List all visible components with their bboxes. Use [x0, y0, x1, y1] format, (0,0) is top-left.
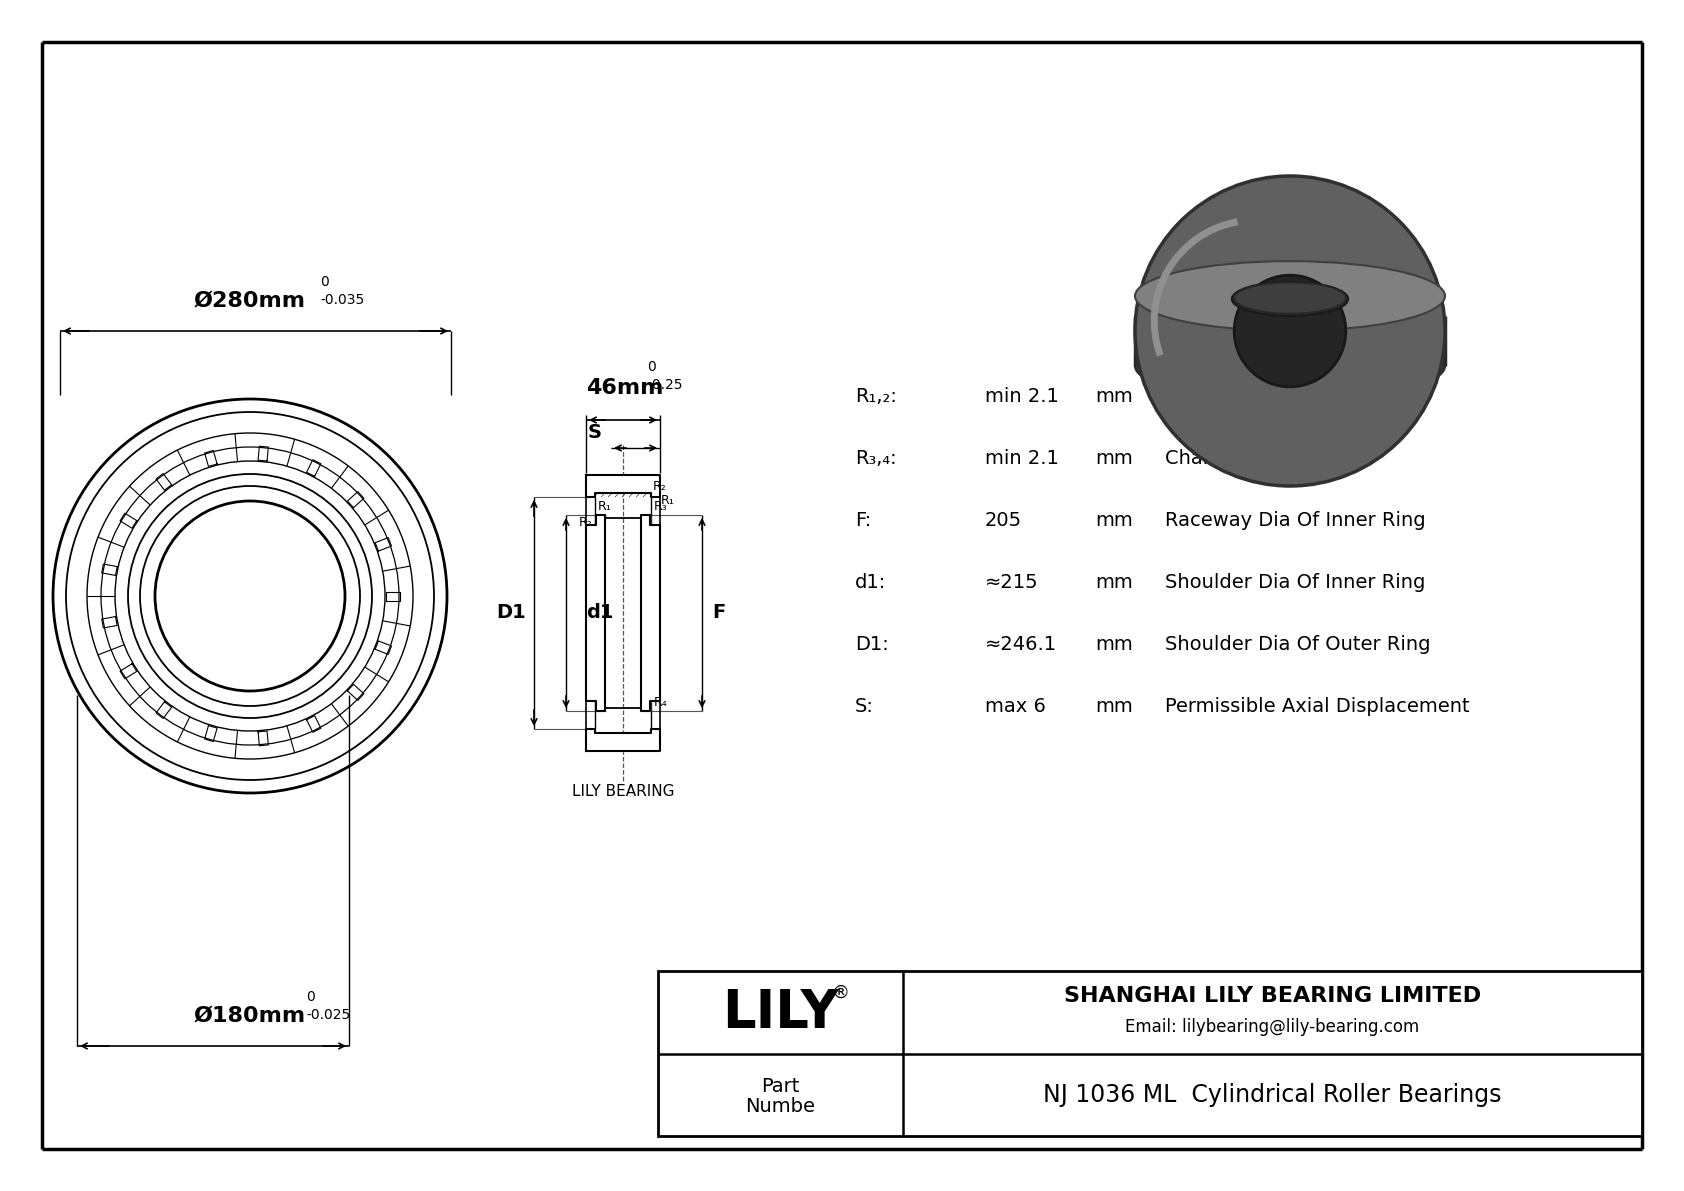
Text: Shoulder Dia Of Outer Ring: Shoulder Dia Of Outer Ring: [1165, 635, 1430, 654]
Text: D1: D1: [497, 604, 525, 623]
Text: Shoulder Dia Of Inner Ring: Shoulder Dia Of Inner Ring: [1165, 573, 1425, 592]
Text: 0: 0: [320, 275, 328, 289]
Text: 205: 205: [985, 511, 1022, 530]
Text: Raceway Dia Of Inner Ring: Raceway Dia Of Inner Ring: [1165, 511, 1426, 530]
Ellipse shape: [1135, 176, 1445, 486]
Text: R₁: R₁: [598, 500, 611, 513]
Text: R₄: R₄: [653, 697, 669, 710]
Text: d1:: d1:: [855, 573, 886, 592]
Text: Ø280mm: Ø280mm: [194, 291, 306, 311]
Ellipse shape: [1234, 282, 1346, 313]
Text: min 2.1: min 2.1: [985, 449, 1059, 468]
Text: max 6: max 6: [985, 697, 1046, 716]
Text: mm: mm: [1095, 449, 1133, 468]
Text: Part: Part: [761, 1078, 800, 1097]
Text: ®: ®: [832, 984, 849, 1002]
Text: Chamfer Dimension: Chamfer Dimension: [1165, 387, 1359, 405]
Text: S:: S:: [855, 697, 874, 716]
Text: R₁: R₁: [662, 494, 675, 507]
Text: R₃: R₃: [653, 500, 669, 513]
Text: NJ 1036 ML  Cylindrical Roller Bearings: NJ 1036 ML Cylindrical Roller Bearings: [1044, 1083, 1502, 1106]
Ellipse shape: [1233, 282, 1349, 316]
Bar: [658, 971, 1642, 1136]
Text: S: S: [588, 423, 601, 442]
Ellipse shape: [1234, 275, 1346, 387]
Text: Ø180mm: Ø180mm: [194, 1006, 306, 1025]
Text: LILY BEARING: LILY BEARING: [573, 784, 674, 798]
Text: mm: mm: [1095, 635, 1133, 654]
Text: R₂: R₂: [578, 517, 593, 530]
Polygon shape: [642, 515, 660, 711]
Text: D1:: D1:: [855, 635, 889, 654]
Text: ≈215: ≈215: [985, 573, 1039, 592]
Text: LILY: LILY: [722, 986, 839, 1039]
Text: mm: mm: [1095, 387, 1133, 405]
Polygon shape: [586, 515, 605, 711]
Text: F:: F:: [855, 511, 871, 530]
Text: 46mm: 46mm: [586, 378, 663, 398]
Text: 0: 0: [306, 990, 315, 1004]
Text: Numbe: Numbe: [746, 1097, 815, 1116]
Text: mm: mm: [1095, 511, 1133, 530]
Text: -0.025: -0.025: [306, 1008, 350, 1022]
Text: 0: 0: [647, 360, 655, 374]
Ellipse shape: [1135, 331, 1445, 401]
Text: F: F: [712, 604, 726, 623]
Text: R₃,₄:: R₃,₄:: [855, 449, 896, 468]
Text: -0.25: -0.25: [647, 378, 682, 392]
Text: -0.035: -0.035: [320, 293, 364, 307]
Text: mm: mm: [1095, 697, 1133, 716]
Text: R₂: R₂: [653, 480, 667, 493]
Polygon shape: [586, 729, 660, 752]
Text: Permissible Axial Displacement: Permissible Axial Displacement: [1165, 697, 1470, 716]
Text: min 2.1: min 2.1: [985, 387, 1059, 405]
Text: mm: mm: [1095, 573, 1133, 592]
Text: Email: lilybearing@lily-bearing.com: Email: lilybearing@lily-bearing.com: [1125, 1017, 1420, 1035]
Text: d1: d1: [586, 604, 613, 623]
Text: ≈246.1: ≈246.1: [985, 635, 1058, 654]
Text: R₁,₂:: R₁,₂:: [855, 387, 898, 405]
Ellipse shape: [1135, 261, 1445, 331]
Text: Chamfer Dimension: Chamfer Dimension: [1165, 449, 1359, 468]
Text: SHANGHAI LILY BEARING LIMITED: SHANGHAI LILY BEARING LIMITED: [1064, 986, 1480, 1006]
Polygon shape: [586, 475, 660, 497]
